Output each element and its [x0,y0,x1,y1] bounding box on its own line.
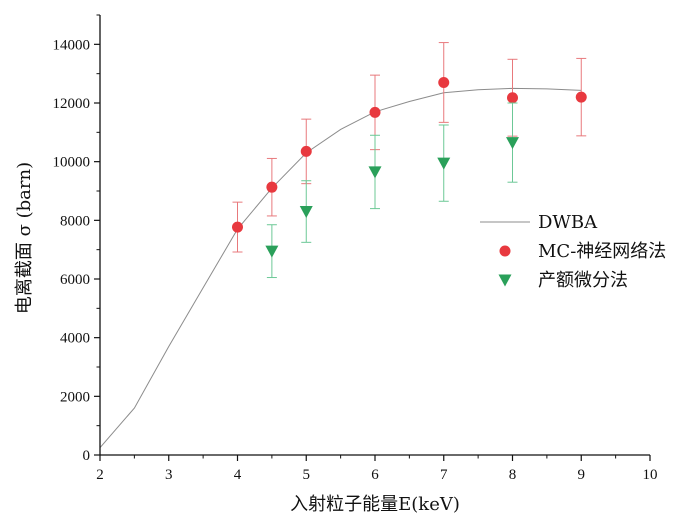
dwba-line [99,87,582,448]
y-tick-label: 10000 [53,155,91,171]
data-point [266,181,278,193]
y-tick-label: 8000 [60,213,90,229]
y-tick-label: 2000 [60,389,90,405]
legend-label: 产额微分法 [538,270,628,291]
data-point [506,137,519,150]
y-tick-label: 0 [83,448,91,464]
data-point [299,206,313,219]
x-tick-label: 5 [303,467,311,483]
data-point [437,157,451,170]
y-tick-label: 14000 [53,37,91,53]
x-axis-label: 入射粒子能量E(keV) [290,494,460,515]
legend-label: DWBA [538,212,598,233]
data-point [265,245,279,258]
legend-label: MC-神经网络法 [538,241,666,262]
data-point [368,166,382,179]
axes: 2 3 4 5 6 7 8 9 10 0 2000 4000 6000 8000 10000 12000 140… [53,14,658,483]
y-tick-label: 12000 [53,96,91,112]
x-tick-label: 8 [509,467,517,483]
data-point [232,221,243,233]
data-point [507,92,518,104]
y-axis-label: 电离截面 σ (barn) [14,162,35,314]
x-tick-label: 3 [165,467,173,483]
plot-area [99,42,587,448]
legend-swatch-triangle [498,274,512,287]
data-point [300,145,312,157]
x-tick-label: 2 [96,467,104,483]
x-tick-label: 4 [234,467,242,483]
data-point [369,106,381,118]
legend-swatch-circle [499,245,511,257]
x-tick-label: 6 [371,467,379,483]
y-tick-label: 4000 [60,331,90,347]
x-tick-label: 10 [643,467,658,483]
x-tick-label: 9 [578,467,586,483]
data-point [575,91,587,103]
data-point [438,76,450,88]
x-tick-label: 7 [440,467,448,483]
y-tick-label: 6000 [60,272,90,288]
